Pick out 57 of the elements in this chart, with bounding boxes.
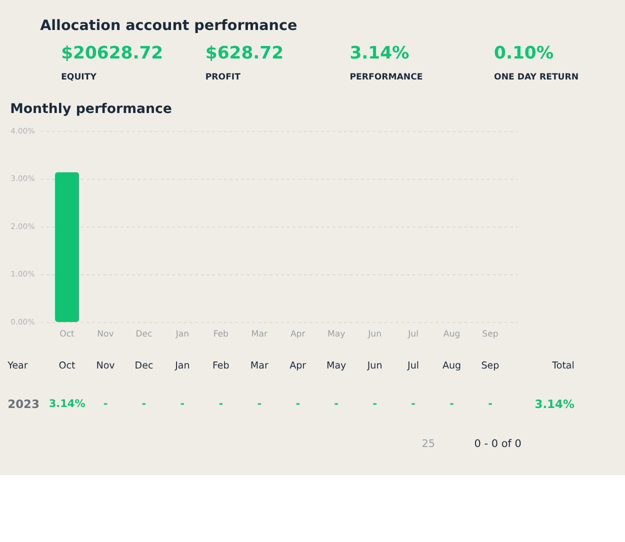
text: 3.14% xyxy=(534,396,575,411)
category-label: Aug xyxy=(442,360,462,372)
x-tick-label: May xyxy=(327,330,346,340)
text: - xyxy=(296,398,300,410)
x-tick-label: Jun xyxy=(367,330,382,340)
text: - xyxy=(180,398,185,410)
text: 3.14% xyxy=(48,398,86,410)
text: 25 xyxy=(422,438,436,450)
text: - xyxy=(450,398,454,410)
text: ONE DAY RETURN xyxy=(494,72,579,83)
category-label: Mar xyxy=(250,360,268,372)
text: 3.14% xyxy=(350,44,410,64)
text: $20628.72 xyxy=(61,44,164,64)
x-tick-label: Jan xyxy=(174,330,190,340)
text: 0 - 0 of 0 xyxy=(474,438,522,450)
category-label: Feb xyxy=(212,360,230,372)
category-label: Dec xyxy=(134,360,154,372)
text: - xyxy=(334,398,339,410)
text: - xyxy=(218,398,224,410)
text: - xyxy=(372,398,377,410)
category-label: Sep xyxy=(481,360,500,372)
text: 2023 xyxy=(8,396,40,411)
category-label: Jun xyxy=(367,360,382,372)
x-tick-label: Dec xyxy=(136,330,153,340)
text: PERFORMANCE xyxy=(350,72,423,83)
x-tick-label: Jul xyxy=(407,330,418,340)
y-tick-label: 0.00% xyxy=(10,317,35,326)
text: Total xyxy=(551,360,574,372)
text: $628.72 xyxy=(205,44,284,64)
chart-title: Monthly performance xyxy=(10,102,172,117)
x-tick-label: Feb xyxy=(213,330,229,340)
x-tick-label: Mar xyxy=(251,330,268,340)
text: - xyxy=(142,398,146,410)
y-tick-label: 1.00% xyxy=(10,270,35,279)
category-label: Jul xyxy=(408,360,420,372)
text: Year xyxy=(6,360,28,372)
text: - xyxy=(103,398,108,410)
y-tick-label: 4.00% xyxy=(10,126,35,136)
x-tick-label: Oct xyxy=(60,330,76,340)
category-label: May xyxy=(326,360,346,372)
text: - xyxy=(488,398,492,410)
text: Allocation account performance xyxy=(40,18,298,34)
category-label: Nov xyxy=(96,360,115,372)
y-tick-label: 2.00% xyxy=(10,222,35,231)
category-label: Jan xyxy=(175,360,190,372)
category-label: Oct xyxy=(58,360,76,372)
text: PROFIT xyxy=(205,72,241,83)
category-label: Apr xyxy=(290,360,306,372)
x-tick-label: Nov xyxy=(97,330,114,340)
x-tick-label: Aug xyxy=(443,330,460,340)
text: 0.10% xyxy=(494,44,554,64)
y-tick-label: 3.00% xyxy=(10,174,35,184)
x-tick-label: Apr xyxy=(290,330,306,340)
x-tick-label: Sep xyxy=(482,330,498,340)
text: EQUITY xyxy=(61,72,98,83)
text: - xyxy=(257,398,262,410)
text: - xyxy=(411,398,416,410)
